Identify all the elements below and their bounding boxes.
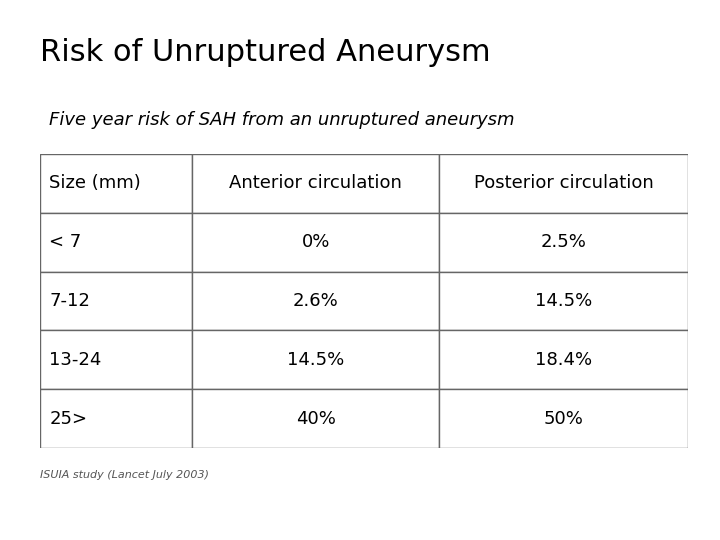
Bar (192, 154, 439, 213)
Text: Size (mm): Size (mm) (49, 174, 141, 192)
Text: ISUIA study (Lancet July 2003): ISUIA study (Lancet July 2003) (40, 470, 209, 480)
Text: 14.5%: 14.5% (535, 292, 592, 310)
Bar (192, 272, 439, 330)
Text: Posterior circulation: Posterior circulation (474, 174, 653, 192)
Text: 2.5%: 2.5% (541, 233, 587, 251)
Bar (439, 154, 688, 213)
Text: Anterior circulation: Anterior circulation (229, 174, 402, 192)
Text: 14.5%: 14.5% (287, 351, 344, 369)
Text: 13-24: 13-24 (49, 351, 102, 369)
Bar (192, 389, 439, 448)
Bar (40, 154, 192, 213)
Text: 0%: 0% (302, 233, 330, 251)
Text: < 7: < 7 (49, 233, 81, 251)
Text: Five year risk of SAH from an unruptured aneurysm: Five year risk of SAH from an unruptured… (49, 111, 515, 129)
Text: Risk of Unruptured Aneurysm: Risk of Unruptured Aneurysm (40, 38, 490, 67)
Bar (439, 389, 688, 448)
Text: 40%: 40% (296, 410, 336, 428)
Text: 2.6%: 2.6% (293, 292, 338, 310)
Text: 7-12: 7-12 (49, 292, 90, 310)
Bar (439, 330, 688, 389)
Bar (40, 330, 192, 389)
Bar (40, 213, 192, 272)
Bar (192, 213, 439, 272)
Bar (192, 330, 439, 389)
Bar (40, 389, 192, 448)
Bar (439, 213, 688, 272)
Bar (40, 272, 192, 330)
Text: 25>: 25> (49, 410, 87, 428)
Bar (439, 272, 688, 330)
Text: 50%: 50% (544, 410, 583, 428)
Text: 18.4%: 18.4% (535, 351, 592, 369)
